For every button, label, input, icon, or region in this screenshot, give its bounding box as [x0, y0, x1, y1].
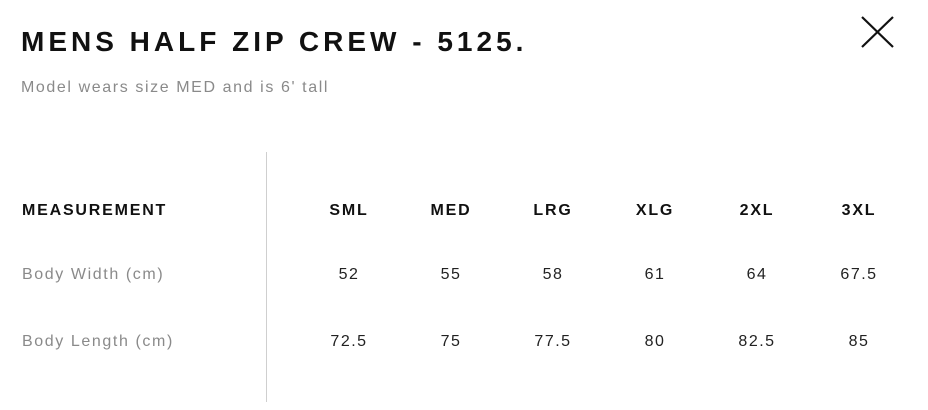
table-cell: 64 [746, 266, 768, 283]
size-header: MED [430, 202, 472, 219]
model-size-note: Model wears size MED and is 6' tall [21, 79, 330, 96]
size-header: 2XL [739, 202, 775, 219]
close-button[interactable] [858, 12, 898, 52]
size-table-header-row: MEASUREMENT SML MED LRG XLG 2XL 3XL [0, 196, 928, 226]
row-label: Body Width (cm) [22, 266, 165, 283]
table-cell: 67.5 [840, 266, 878, 283]
table-row-body-width: Body Width (cm) 52 55 58 61 64 67.5 [0, 260, 928, 290]
table-cell: 61 [644, 266, 666, 283]
table-cell: 75 [440, 333, 462, 350]
table-cell: 55 [440, 266, 462, 283]
table-cell: 72.5 [330, 333, 368, 350]
table-divider [266, 152, 267, 402]
table-cell: 82.5 [738, 333, 776, 350]
measurement-header: MEASUREMENT [22, 202, 168, 219]
table-cell: 52 [338, 266, 360, 283]
table-cell: 58 [542, 266, 564, 283]
table-row-body-length: Body Length (cm) 72.5 75 77.5 80 82.5 85 [0, 327, 928, 357]
size-header: SML [329, 202, 369, 219]
table-cell: 77.5 [534, 333, 572, 350]
table-cell: 85 [848, 333, 870, 350]
table-cell: 80 [644, 333, 666, 350]
size-header: XLG [635, 202, 675, 219]
size-header: LRG [533, 202, 573, 219]
page-title: MENS HALF ZIP CREW - 5125. [21, 26, 528, 57]
size-header: 3XL [841, 202, 877, 219]
close-icon [861, 16, 894, 48]
row-label: Body Length (cm) [22, 333, 174, 350]
